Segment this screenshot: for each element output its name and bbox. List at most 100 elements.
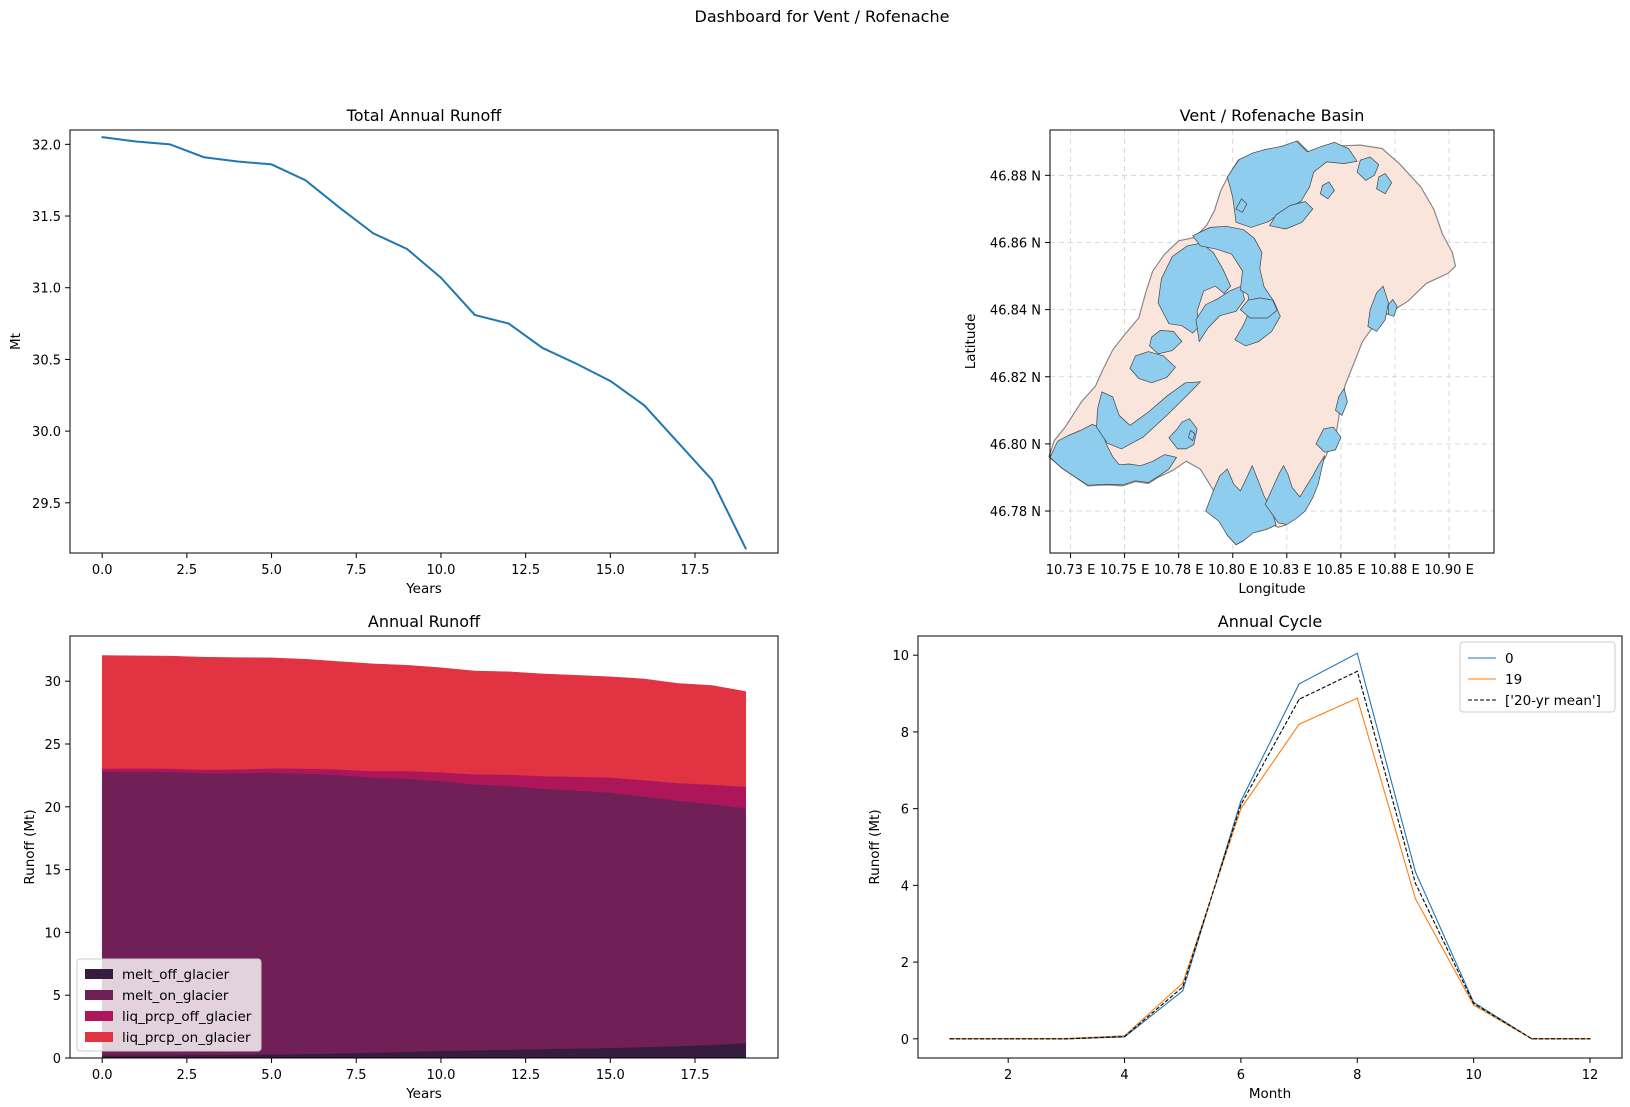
legend-swatch xyxy=(85,1032,113,1042)
cycle-point xyxy=(1182,982,1184,984)
y-tick-label: 46.78 N xyxy=(990,505,1041,520)
y-tick-label: 46.80 N xyxy=(990,438,1041,453)
y-tick-label: 46.84 N xyxy=(990,304,1041,319)
glacier-outline xyxy=(1187,429,1196,442)
cycle-point xyxy=(1182,986,1184,988)
suptitle: Dashboard for Vent / Rofenache xyxy=(695,7,950,26)
runoff-point xyxy=(406,248,408,250)
x-tick-label: 10.75 E xyxy=(1100,563,1150,578)
x-tick-label: 15.0 xyxy=(596,563,625,578)
runoff-point xyxy=(677,441,679,444)
runoff-point xyxy=(169,143,171,146)
cycle-point xyxy=(1298,698,1300,700)
cycle-point xyxy=(1473,1004,1475,1006)
legend-label: ['20-yr mean'] xyxy=(1505,693,1601,709)
panel-title: Vent / Rofenache Basin xyxy=(1180,106,1365,125)
runoff-point xyxy=(541,347,544,349)
x-tick-label: 10.83 E xyxy=(1262,563,1312,578)
y-axis-label: Mt xyxy=(8,333,24,350)
x-tick-label: 12 xyxy=(1582,1068,1599,1083)
y-tick-label: 0 xyxy=(901,1033,909,1048)
glacier-outline xyxy=(1149,330,1183,355)
x-tick-label: 12.5 xyxy=(511,1068,540,1083)
runoff-point xyxy=(609,380,612,382)
glacier-outline xyxy=(1315,426,1342,453)
legend-swatch xyxy=(85,1011,113,1021)
glacier-outline xyxy=(1096,381,1202,450)
cycle-point xyxy=(1414,898,1417,900)
cycle-point xyxy=(949,1038,951,1040)
x-axis-label: Years xyxy=(405,1086,442,1102)
basin-map-panel: 10.73 E 10.75 E 10.78 E 10.80 E 10.83 E 10.85… xyxy=(963,106,1495,597)
glacier-outline xyxy=(1235,198,1248,213)
y-tick-label: 2 xyxy=(901,956,909,971)
x-axis-label: Years xyxy=(405,581,442,597)
y-tick-label: 32.0 xyxy=(32,138,61,153)
x-axis-label: Longitude xyxy=(1238,581,1305,597)
annual-runoff-area-panel: 0.0 2.5 5.0 7.5 10.0 12.5 15.0 17.5 0 5 10 15 20 25 30… xyxy=(22,612,779,1102)
runoff-point xyxy=(473,314,476,316)
legend-label: liq_prcp_on_glacier xyxy=(122,1030,251,1046)
cycle-point xyxy=(1240,808,1242,810)
total-annual-runoff-panel: 0.0 2.5 5.0 7.5 10.0 12.5 15.0 17.5 29.5 30.0 30.5… xyxy=(8,106,779,597)
axes-frame xyxy=(69,635,779,1059)
panel-title: Annual Cycle xyxy=(1218,612,1322,631)
glacier-outline xyxy=(1367,285,1389,332)
runoff-point xyxy=(236,160,239,163)
cycle-line xyxy=(950,697,1590,1040)
x-tick-label: 15.0 xyxy=(596,1068,625,1083)
x-tick-label: 2 xyxy=(1004,1068,1012,1083)
cycle-point xyxy=(1298,723,1300,725)
x-tick-label: 10 xyxy=(1465,1068,1482,1083)
glacier-outline xyxy=(1239,297,1278,319)
panel-title: Total Annual Runoff xyxy=(346,106,503,125)
cycle-point xyxy=(1589,1038,1591,1040)
legend-box xyxy=(1459,641,1616,713)
x-tick-label: 2.5 xyxy=(177,1068,198,1083)
y-tick-label: 30 xyxy=(44,675,61,690)
cycle-point xyxy=(1356,670,1358,672)
x-tick-label: 5.0 xyxy=(261,1068,282,1083)
glacier-outline xyxy=(1049,424,1178,486)
x-tick-label: 6 xyxy=(1237,1068,1245,1083)
legend-label: 19 xyxy=(1505,672,1522,688)
area-liq-prcp-on-glacier xyxy=(101,655,747,787)
glacier-outline xyxy=(1168,418,1198,450)
y-axis-label: Latitude xyxy=(963,314,979,370)
y-tick-label: 30.5 xyxy=(32,353,61,368)
glacier-outline xyxy=(1129,351,1176,384)
axes-frame xyxy=(917,635,1623,1059)
x-tick-label: 10.85 E xyxy=(1316,563,1366,578)
runoff-point xyxy=(338,206,341,209)
legend-swatch xyxy=(85,969,113,979)
x-tick-label: 2.5 xyxy=(177,563,198,578)
runoff-point xyxy=(202,156,205,159)
glacier-outline xyxy=(1319,181,1335,200)
legend-box xyxy=(76,958,262,1052)
legend-label: melt_off_glacier xyxy=(122,967,230,983)
cycle-point xyxy=(1298,683,1300,685)
cycle-point xyxy=(1240,804,1242,806)
y-tick-label: 20 xyxy=(44,801,61,816)
y-tick-label: 10 xyxy=(44,926,61,941)
legend-swatch xyxy=(85,990,113,1000)
x-tick-label: 5.0 xyxy=(261,563,282,578)
y-tick-label: 29.5 xyxy=(32,497,61,512)
glacier-outline xyxy=(1268,201,1314,230)
runoff-point xyxy=(744,547,747,550)
runoff-point xyxy=(575,362,578,365)
y-tick-label: 15 xyxy=(44,864,61,879)
y-tick-label: 8 xyxy=(901,726,909,741)
y-tick-label: 46.82 N xyxy=(990,371,1041,386)
runoff-point xyxy=(711,478,713,481)
x-tick-label: 12.5 xyxy=(511,563,540,578)
x-tick-label: 7.5 xyxy=(346,563,367,578)
runoff-point xyxy=(304,179,307,182)
legend-label: 0 xyxy=(1505,651,1514,667)
cycle-point xyxy=(1414,882,1417,885)
x-tick-label: 10.90 E xyxy=(1424,563,1474,578)
glacier-outline xyxy=(1264,455,1326,525)
x-tick-label: 8 xyxy=(1353,1068,1361,1083)
y-tick-label: 46.86 N xyxy=(990,236,1041,251)
runoff-point xyxy=(440,276,442,279)
